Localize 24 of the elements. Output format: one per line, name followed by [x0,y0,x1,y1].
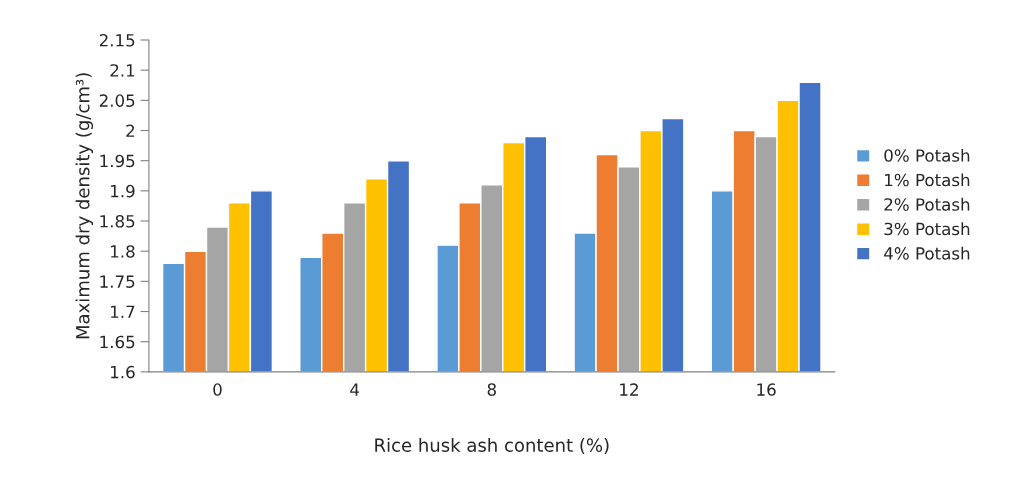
x-tick-label: 4 [350,383,360,396]
legend-label: 0% Potash [884,148,970,162]
legend-label: 4% Potash [884,246,970,260]
y-tick-label: 1.65 [100,335,135,349]
y-tick-label: 2.15 [99,33,135,47]
x-tick-label: 0 [213,383,222,396]
y-tick-label: 1.75 [100,275,135,288]
x-tick-label: 16 [757,383,776,396]
legend-label: 3% Potash [884,222,970,236]
y-tick-label: 1.7 [111,305,135,318]
x-axis-title: Rice husk ash content (%) [375,437,609,455]
y-tick-label: 1.9 [111,184,135,198]
legend-label: 1% Potash [885,173,970,187]
x-tick-label: 8 [487,383,496,396]
y-tick-label: 2 [126,124,135,137]
y-tick-label: 1.6 [111,365,135,379]
y-tick-label: 1.85 [100,214,135,228]
legend-label: 2% Potash [884,197,970,211]
y-tick-label: 1.95 [100,154,135,168]
x-tick-label: 12 [620,383,638,396]
y-tick-label: 1.8 [111,245,135,258]
y-tick-label: 2.05 [99,94,135,107]
y-tick-label: 2.1 [110,64,135,77]
y-axis-title: Maximum dry density (g/cm³) [75,73,94,339]
